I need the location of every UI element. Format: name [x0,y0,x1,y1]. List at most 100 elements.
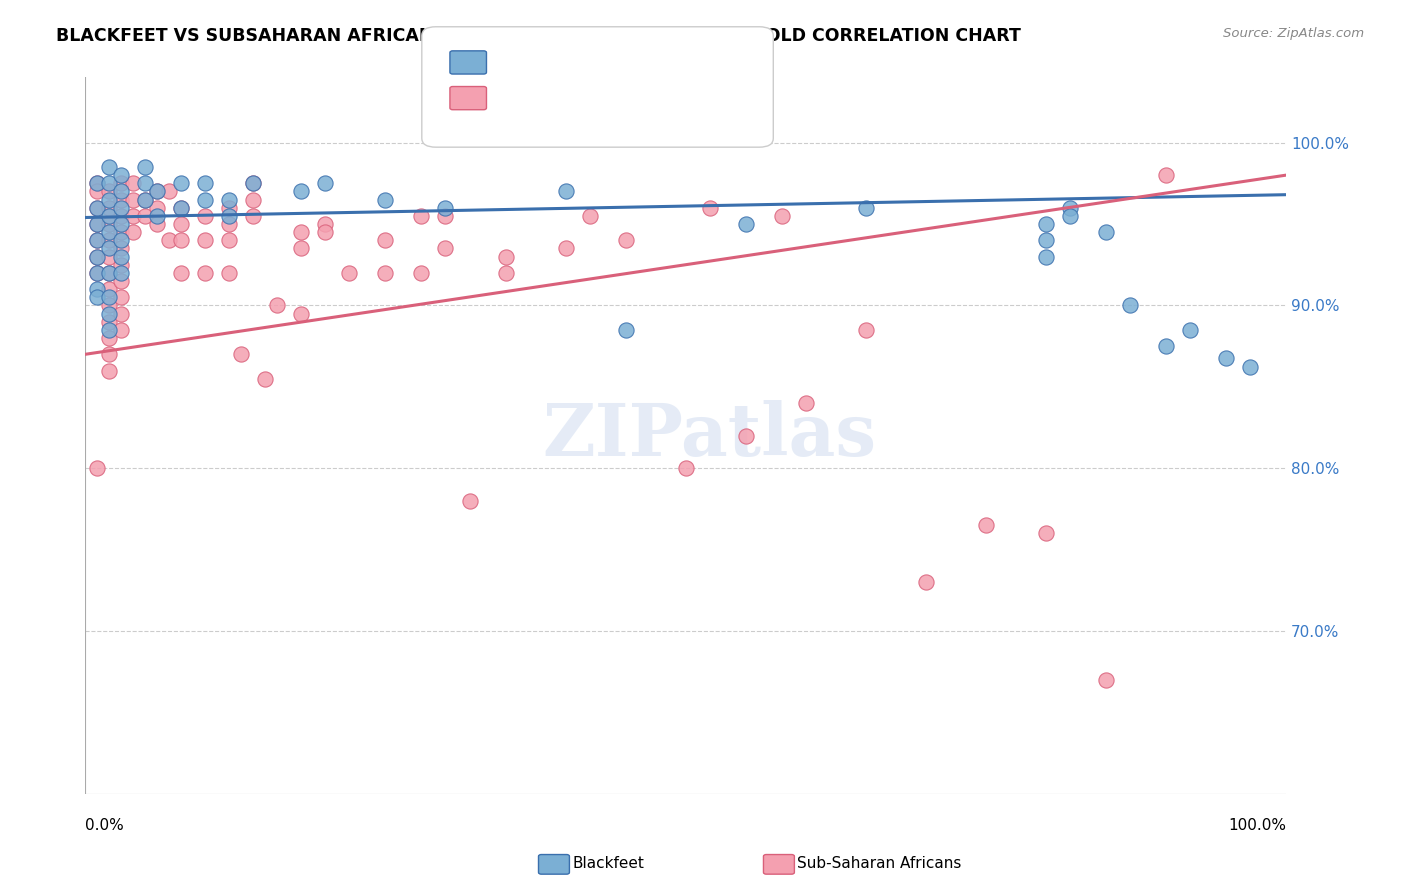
Point [242,176,264,190]
Point [110,209,132,223]
Point [86,461,108,475]
Point [194,209,217,223]
Point [122,209,145,223]
Point [495,250,517,264]
Point [314,217,336,231]
Point [614,323,637,337]
Point [314,225,336,239]
Point [134,209,156,223]
Point [98,250,121,264]
Point [110,217,132,231]
Point [614,233,637,247]
Point [974,518,997,533]
Text: 100.0%: 100.0% [1227,819,1286,833]
Point [110,266,132,280]
Point [855,323,877,337]
Point [86,185,108,199]
Point [110,185,132,199]
Point [110,242,132,256]
Point [110,193,132,207]
Point [134,193,156,207]
Point [110,258,132,272]
Point [194,176,217,190]
Point [98,363,121,377]
Point [157,233,180,247]
Point [1215,351,1237,365]
Point [98,347,121,361]
Point [675,461,697,475]
Point [98,233,121,247]
Point [734,428,756,442]
Point [86,250,108,264]
Point [290,242,312,256]
Point [98,315,121,329]
Point [218,233,240,247]
Point [855,201,877,215]
Point [134,176,156,190]
Point [146,185,169,199]
Point [110,307,132,321]
Point [110,201,132,215]
Point [98,282,121,296]
Point [98,160,121,174]
Point [794,396,817,410]
Point [146,217,169,231]
Point [98,176,121,190]
Point [1239,360,1261,375]
Text: BLACKFEET VS SUBSAHARAN AFRICAN 1 OR MORE VEHICLES IN HOUSEHOLD CORRELATION CHAR: BLACKFEET VS SUBSAHARAN AFRICAN 1 OR MOR… [56,27,1021,45]
Point [170,266,193,280]
Point [110,176,132,190]
Point [170,233,193,247]
Point [242,209,264,223]
Point [110,290,132,304]
Point [411,266,433,280]
Point [98,266,121,280]
Point [374,266,396,280]
Point [194,233,217,247]
Point [578,209,600,223]
Point [98,298,121,312]
Point [98,201,121,215]
Point [699,201,721,215]
Point [86,201,108,215]
Point [194,193,217,207]
Point [157,185,180,199]
Point [242,193,264,207]
Point [242,176,264,190]
Point [374,233,396,247]
Point [98,323,121,337]
Point [231,347,253,361]
Point [458,493,481,508]
Point [122,193,145,207]
Text: 0.0%: 0.0% [86,819,124,833]
Point [86,217,108,231]
Point [98,185,121,199]
Point [1095,225,1118,239]
Point [86,233,108,247]
Point [411,209,433,223]
Point [1095,673,1118,687]
Point [170,176,193,190]
Point [914,575,936,590]
Point [734,217,756,231]
Point [122,225,145,239]
Point [218,266,240,280]
Point [1035,217,1057,231]
Point [134,160,156,174]
Point [98,217,121,231]
Point [434,242,457,256]
Point [770,209,793,223]
Point [110,225,132,239]
Point [495,266,517,280]
Point [110,233,132,247]
Point [86,266,108,280]
Point [1154,339,1177,353]
Point [170,201,193,215]
Point [266,298,288,312]
Point [98,307,121,321]
Point [1035,526,1057,541]
Point [1154,168,1177,182]
Point [146,209,169,223]
Point [110,168,132,182]
Point [170,217,193,231]
